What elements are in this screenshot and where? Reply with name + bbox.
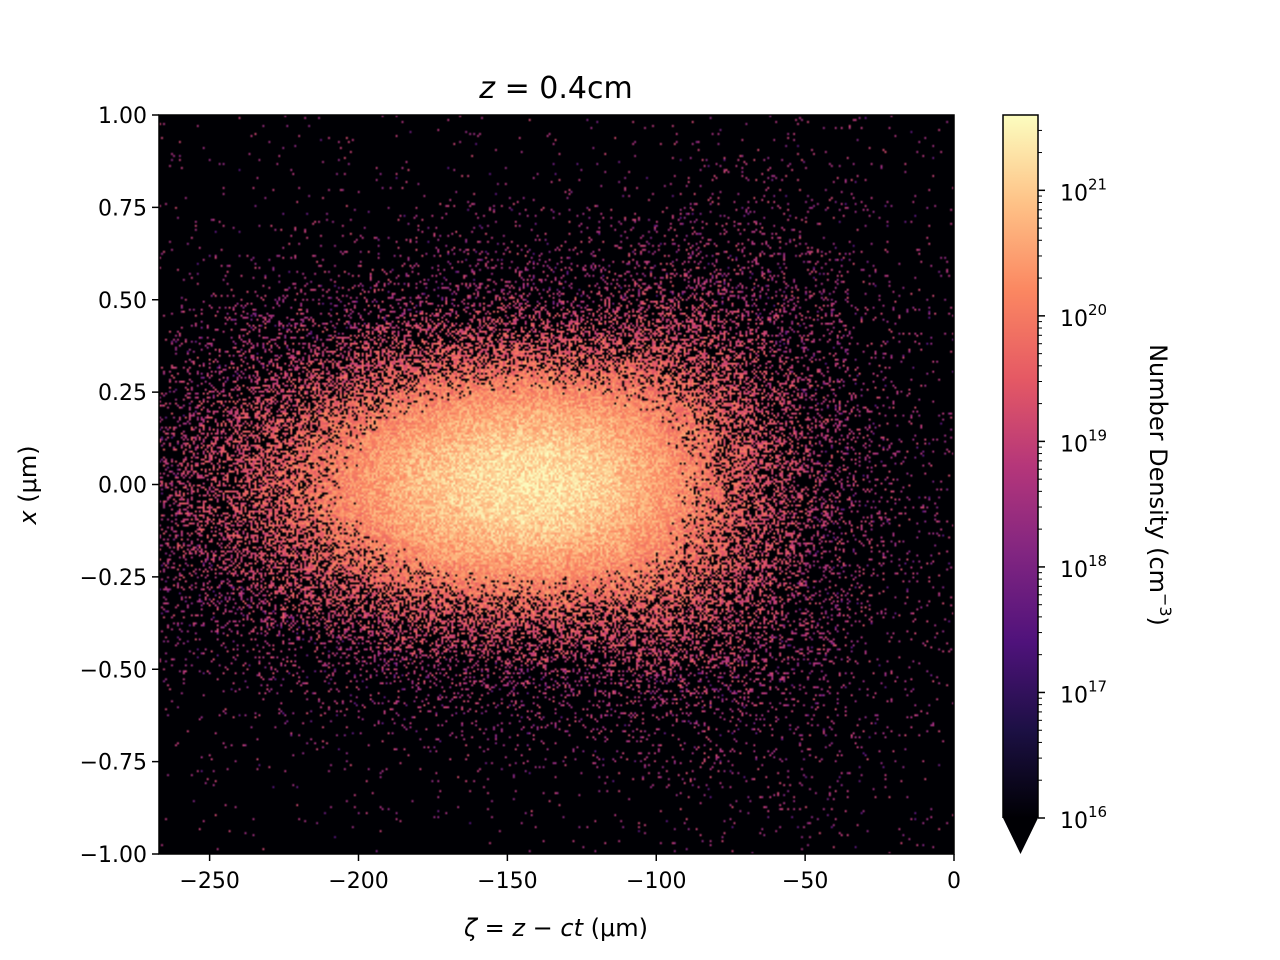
colorbar-tick-label: 1021 — [1060, 175, 1107, 206]
y-tick-label: 0.25 — [98, 381, 147, 406]
colorbar-tick-label: 1016 — [1060, 803, 1107, 834]
y-tick-label: 0.50 — [98, 289, 147, 314]
colorbar-tick-label: 1020 — [1060, 301, 1107, 332]
x-tick-label: −150 — [477, 869, 537, 894]
density-heatmap — [159, 115, 954, 854]
colorbar-ticks: 1016 1017 1018 1019 1020 1021 — [1038, 129, 1107, 834]
chart-title: z = 0.4cm — [478, 71, 632, 106]
y-tick-label: 0.75 — [98, 196, 147, 221]
y-tick-label: 0.00 — [98, 474, 147, 499]
x-tick-label: −200 — [328, 869, 388, 894]
plot-area — [158, 114, 955, 855]
y-axis: 1.00 0.75 0.50 0.25 0.00 −0.25 −0.50 −0.75 −1.00 — [80, 104, 159, 868]
y-axis-label: x (μm) — [14, 445, 42, 525]
colorbar-tick-label: 1018 — [1060, 552, 1107, 583]
y-tick-label: −0.50 — [80, 658, 147, 683]
y-tick-label: −0.75 — [80, 751, 147, 776]
x-tick-label: −50 — [782, 869, 828, 894]
colorbar-frame — [1002, 114, 1039, 818]
colorbar-extend-arrow — [1003, 818, 1038, 854]
y-tick-label: −0.25 — [80, 566, 147, 591]
y-tick-label: −1.00 — [80, 843, 147, 868]
x-tick-label: −100 — [626, 869, 686, 894]
colorbar: 1016 1017 1018 1019 1020 1021 — [1002, 114, 1107, 854]
colorbar-label: Number Density (cm−3) — [1144, 344, 1175, 626]
x-axis: −250 −200 −150 −100 −50 0 — [179, 854, 961, 894]
colorbar-gradient — [1003, 115, 1038, 818]
colorbar-tick-label: 1017 — [1060, 677, 1107, 708]
x-tick-label: −250 — [179, 869, 239, 894]
colorbar-tick-label: 1019 — [1060, 426, 1107, 457]
x-axis-label: ζ = z − ct (μm) — [463, 914, 648, 942]
y-tick-label: 1.00 — [98, 104, 147, 129]
x-tick-label: 0 — [947, 869, 961, 894]
